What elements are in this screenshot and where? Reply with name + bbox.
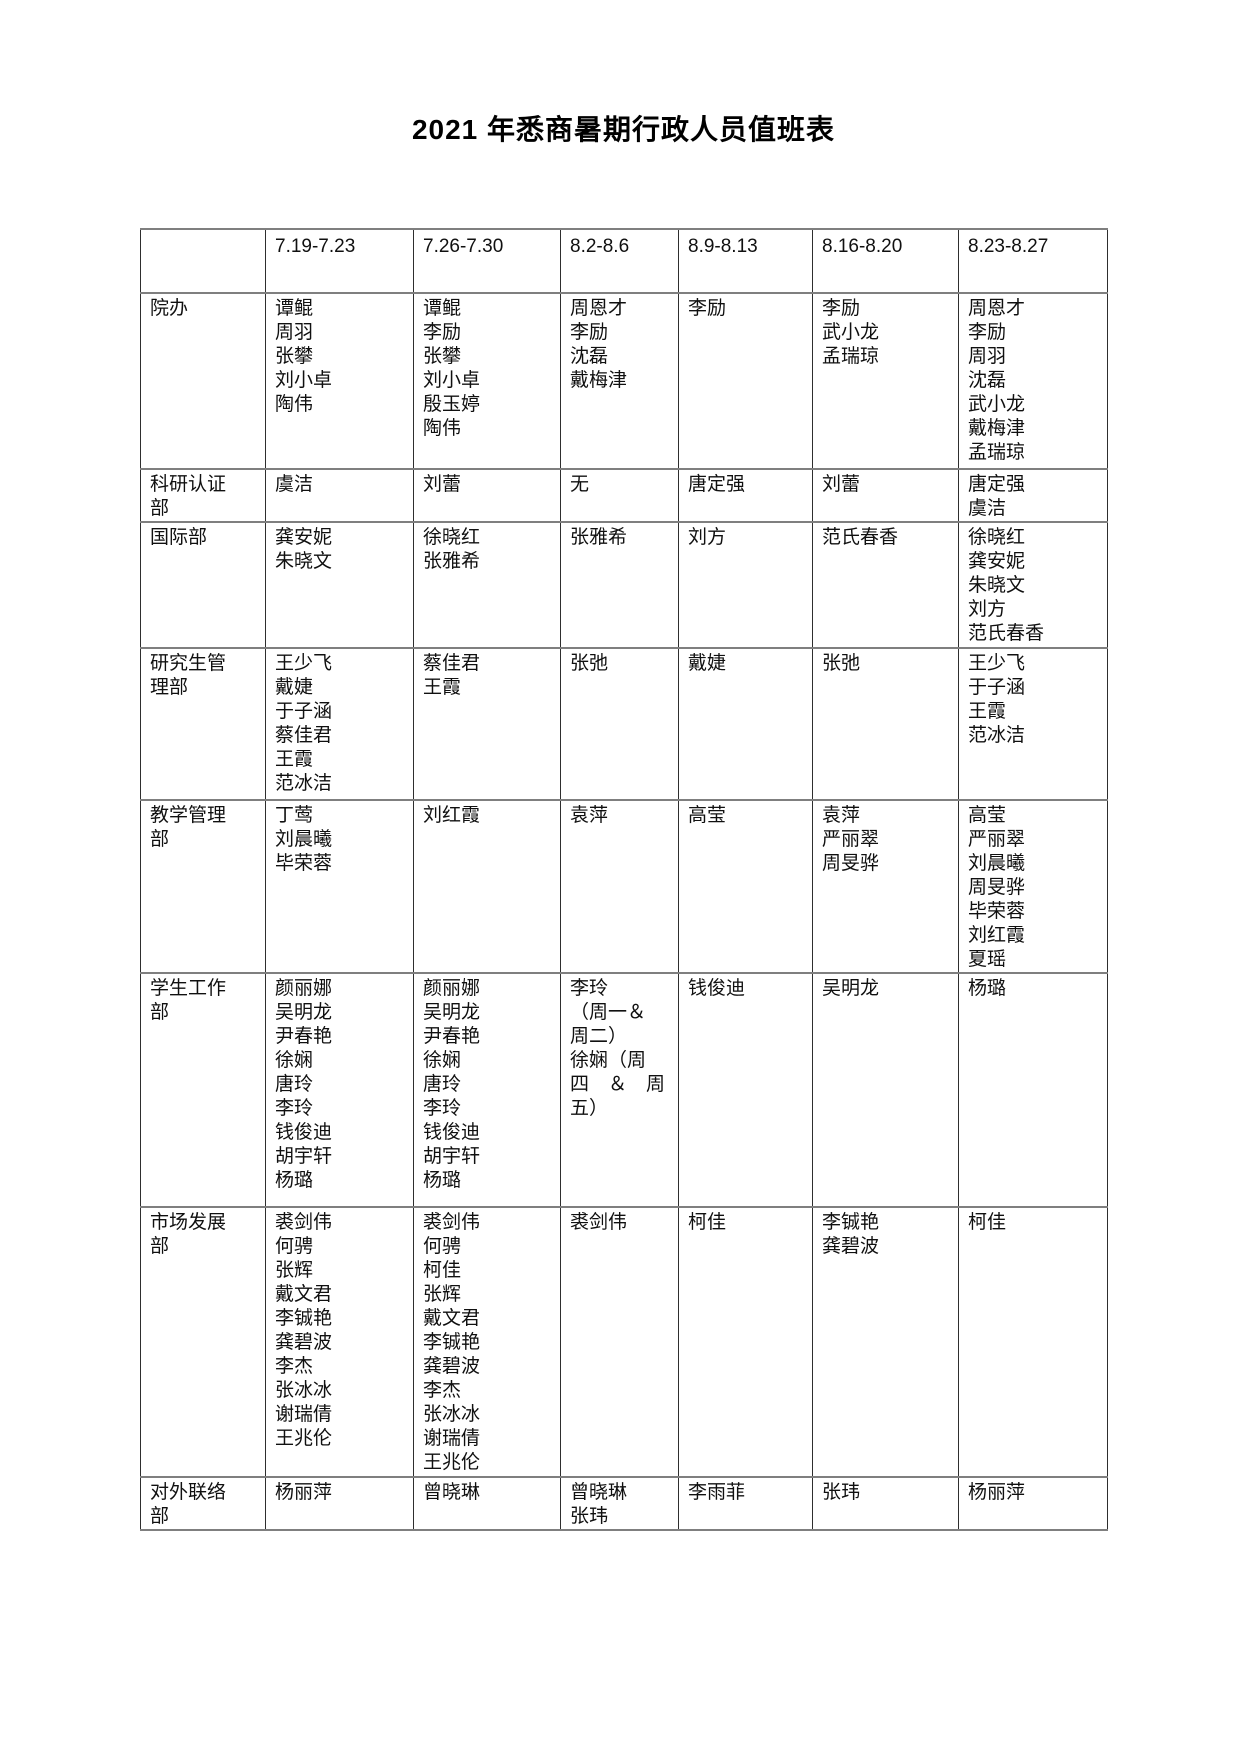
duty-cell: 周恩才 李励 沈磊 戴梅津 <box>560 292 679 470</box>
date-header-cell: 7.19-7.23 <box>265 228 414 294</box>
dept-cell: 对外联络 部 <box>140 1476 266 1531</box>
duty-cell: 裘剑伟 何骋 张辉 戴文君 李铖艳 龚碧波 李杰 张冰冰 谢瑞倩 王兆伦 <box>265 1206 414 1478</box>
duty-cell: 刘方 <box>678 521 813 649</box>
corner-cell <box>140 228 266 294</box>
duty-cell: 戴婕 <box>678 647 813 801</box>
duty-cell: 李玲 （周一＆ 周二） 徐娴（周 四 ＆ 周 五） <box>560 972 679 1208</box>
duty-cell: 张弛 <box>560 647 679 801</box>
duty-cell: 袁萍 <box>560 799 679 974</box>
dept-cell: 院办 <box>140 292 266 470</box>
duty-cell: 袁萍 严丽翠 周旻骅 <box>812 799 959 974</box>
duty-cell: 丁莺 刘晨曦 毕荣蓉 <box>265 799 414 974</box>
duty-cell: 无 <box>560 468 679 523</box>
duty-cell: 张玮 <box>812 1476 959 1531</box>
duty-cell: 蔡佳君 王霞 <box>413 647 561 801</box>
duty-cell: 吴明龙 <box>812 972 959 1208</box>
dept-cell: 科研认证 部 <box>140 468 266 523</box>
duty-cell: 李雨菲 <box>678 1476 813 1531</box>
duty-cell: 高莹 严丽翠 刘晨曦 周旻骅 毕荣蓉 刘红霞 夏瑶 <box>958 799 1108 974</box>
duty-cell: 柯佳 <box>678 1206 813 1478</box>
table-row: 学生工作 部颜丽娜 吴明龙 尹春艳 徐娴 唐玲 李玲 钱俊迪 胡宇轩 杨璐 颜丽娜… <box>140 972 1108 1208</box>
duty-cell: 唐定强 <box>678 468 813 523</box>
duty-cell: 杨丽萍 <box>958 1476 1108 1531</box>
duty-cell: 龚安妮 朱晓文 <box>265 521 414 649</box>
duty-cell: 唐定强 虞洁 <box>958 468 1108 523</box>
duty-cell: 颜丽娜 吴明龙 尹春艳 徐娴 唐玲 李玲 钱俊迪 胡宇轩 杨璐 <box>413 972 561 1208</box>
table-row: 对外联络 部杨丽萍 曾晓琳 曾晓琳 张玮 李雨菲 张玮 杨丽萍 <box>140 1476 1108 1531</box>
date-header-cell: 8.9-8.13 <box>678 228 813 294</box>
duty-cell: 范氏春香 <box>812 521 959 649</box>
duty-cell: 颜丽娜 吴明龙 尹春艳 徐娴 唐玲 李玲 钱俊迪 胡宇轩 杨璐 <box>265 972 414 1208</box>
duty-cell: 徐晓红 张雅希 <box>413 521 561 649</box>
duty-cell: 曾晓琳 <box>413 1476 561 1531</box>
duty-cell: 裘剑伟 何骋 柯佳 张辉 戴文君 李铖艳 龚碧波 李杰 张冰冰 谢瑞倩 王兆伦 <box>413 1206 561 1478</box>
duty-cell: 张雅希 <box>560 521 679 649</box>
table-row: 科研认证 部虞洁 刘蕾无唐定强 刘蕾 唐定强 虞洁 <box>140 468 1108 523</box>
table-row: 研究生管 理部 王少飞 戴婕 于子涵 蔡佳君 王霞 范冰洁 蔡佳君 王霞 张弛 戴婕 张弛… <box>140 647 1108 801</box>
dept-cell: 学生工作 部 <box>140 972 266 1208</box>
dept-cell: 研究生管 理部 <box>140 647 266 801</box>
duty-cell: 刘蕾 <box>812 468 959 523</box>
page-title: 2021 年悉商暑期行政人员值班表 <box>411 114 836 145</box>
duty-cell: 杨璐 <box>958 972 1108 1208</box>
duty-cell: 张弛 <box>812 647 959 801</box>
duty-cell: 徐晓红 龚安妮 朱晓文 刘方 范氏春香 <box>958 521 1108 649</box>
dept-cell: 教学管理 部 <box>140 799 266 974</box>
duty-cell: 柯佳 <box>958 1206 1108 1478</box>
duty-cell: 刘红霞 <box>413 799 561 974</box>
duty-cell: 曾晓琳 张玮 <box>560 1476 679 1531</box>
dept-cell: 国际部 <box>140 521 266 649</box>
duty-cell: 王少飞 于子涵 王霞 范冰洁 <box>958 647 1108 801</box>
table-row: 国际部 龚安妮 朱晓文 徐晓红 张雅希 张雅希 刘方 范氏春香 徐晓红 龚安妮 朱晓文 刘方… <box>140 521 1108 649</box>
duty-cell: 李励 武小龙 孟瑞琼 <box>812 292 959 470</box>
duty-schedule-table: 7.19-7.23 7.26-7.30 8.2-8.6 8.9-8.13 8.1… <box>140 228 1108 1531</box>
duty-cell: 李励 <box>678 292 813 470</box>
table-row: 教学管理 部丁莺 刘晨曦 毕荣蓉 刘红霞 袁萍 高莹 袁萍 严丽翠 周旻骅 高莹 严丽翠 … <box>140 799 1108 974</box>
duty-cell: 谭鲲 周羽 张攀 刘小卓 陶伟 <box>265 292 414 470</box>
duty-cell: 王少飞 戴婕 于子涵 蔡佳君 王霞 范冰洁 <box>265 647 414 801</box>
table-header-row: 7.19-7.23 7.26-7.30 8.2-8.6 8.9-8.13 8.1… <box>140 228 1108 294</box>
duty-cell: 李铖艳 龚碧波 <box>812 1206 959 1478</box>
date-header-cell: 8.2-8.6 <box>560 228 679 294</box>
duty-cell: 杨丽萍 <box>265 1476 414 1531</box>
duty-cell: 裘剑伟 <box>560 1206 679 1478</box>
duty-cell: 刘蕾 <box>413 468 561 523</box>
date-header-cell: 8.16-8.20 <box>812 228 959 294</box>
date-header-cell: 7.26-7.30 <box>413 228 561 294</box>
duty-cell: 钱俊迪 <box>678 972 813 1208</box>
duty-cell: 周恩才 李励 周羽 沈磊 武小龙 戴梅津 孟瑞琼 <box>958 292 1108 470</box>
table-row: 市场发展 部裘剑伟 何骋 张辉 戴文君 李铖艳 龚碧波 李杰 张冰冰 谢瑞倩 王… <box>140 1206 1108 1478</box>
duty-cell: 高莹 <box>678 799 813 974</box>
table-row: 院办 谭鲲 周羽 张攀 刘小卓 陶伟 谭鲲 李励 张攀 刘小卓 殷玉婷 陶伟 周恩才 … <box>140 292 1108 470</box>
duty-cell: 谭鲲 李励 张攀 刘小卓 殷玉婷 陶伟 <box>413 292 561 470</box>
dept-cell: 市场发展 部 <box>140 1206 266 1478</box>
duty-cell: 虞洁 <box>265 468 414 523</box>
date-header-cell: 8.23-8.27 <box>958 228 1108 294</box>
